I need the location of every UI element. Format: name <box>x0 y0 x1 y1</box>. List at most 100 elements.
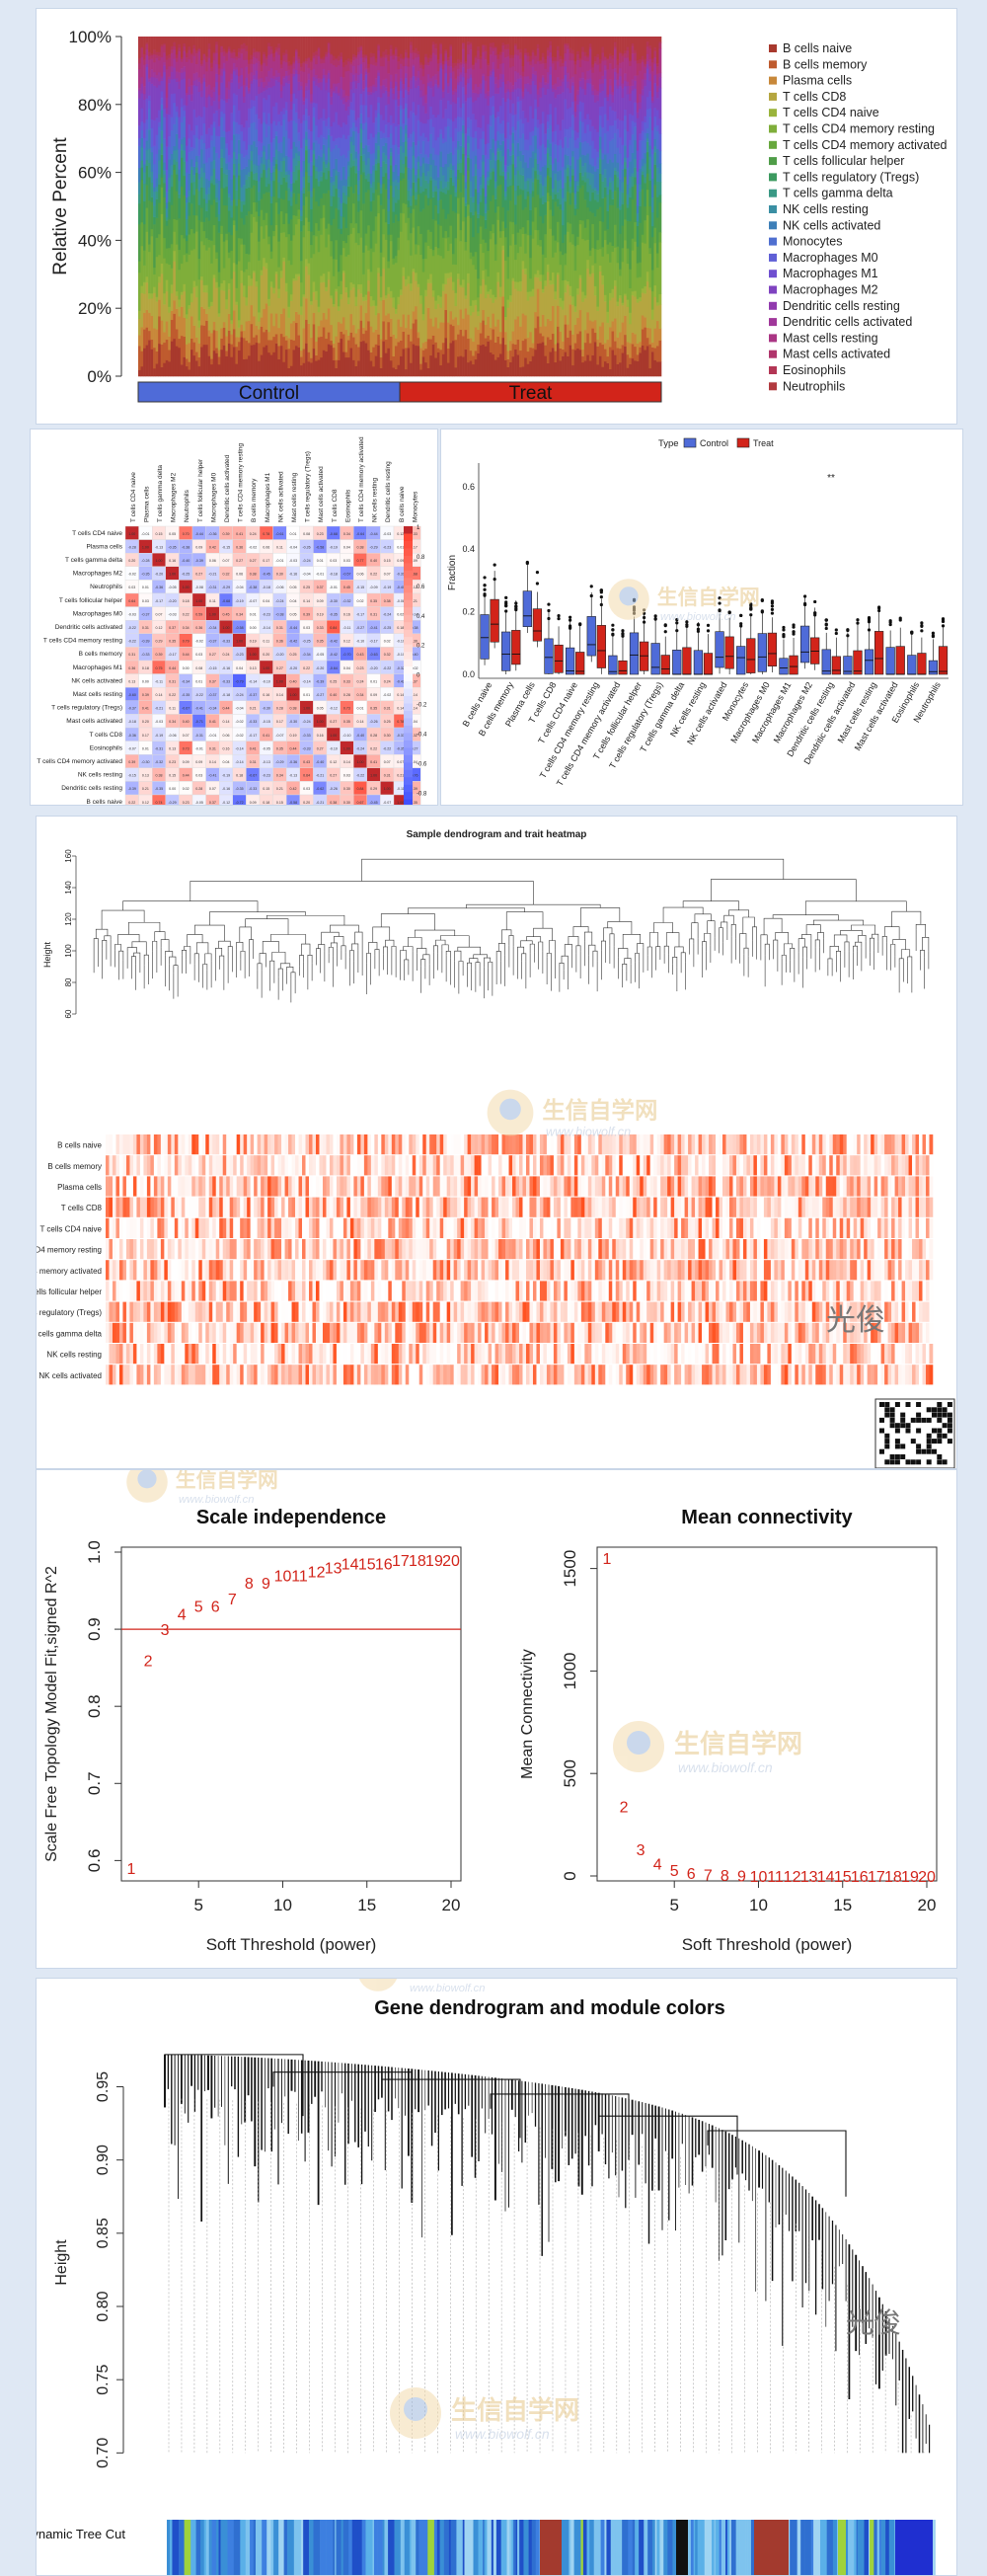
stacked-bar-segment <box>651 37 654 58</box>
corr-col-label: Dendritic cells activated <box>224 454 231 522</box>
stacked-bar-segment <box>609 182 612 190</box>
stacked-bar-segment <box>606 323 609 340</box>
corr-cell-value: -0.09 <box>369 585 377 589</box>
stacked-bar-segment <box>496 206 499 220</box>
stacked-bar-segment <box>397 342 400 365</box>
stacked-bar-segment <box>405 167 408 204</box>
stacked-bar-segment <box>330 341 333 346</box>
stacked-bar-segment <box>315 140 318 159</box>
stacked-bar-segment <box>485 51 488 60</box>
stacked-bars <box>138 37 661 376</box>
stacked-bar-segment <box>148 77 151 79</box>
stacked-bar-segment <box>193 80 196 85</box>
stacked-bar-segment <box>462 87 465 104</box>
stacked-bar-segment <box>218 181 221 200</box>
stacked-bar-segment <box>460 131 463 146</box>
stacked-bar-segment <box>507 351 510 359</box>
stacked-bar-segment <box>178 299 181 307</box>
stacked-bar-segment <box>193 37 196 45</box>
stacked-bar-segment <box>524 273 527 315</box>
stacked-bar-segment <box>330 177 333 183</box>
stacked-bar-segment <box>310 94 313 102</box>
stacked-bar-segment <box>627 94 630 131</box>
stacked-bar-segment <box>462 287 465 319</box>
stacked-bar-segment <box>300 123 303 148</box>
stacked-bar-segment <box>449 311 452 325</box>
stacked-bar-segment <box>340 294 342 299</box>
stacked-bar-segment <box>146 231 149 276</box>
stacked-bar-segment <box>193 148 196 167</box>
corr-cell-value: 0.25 <box>303 585 310 589</box>
stacked-bar-segment <box>410 89 413 112</box>
stacked-bar-segment <box>586 219 589 240</box>
stacked-bar-segment <box>357 195 360 201</box>
stacked-bar-segment <box>656 361 659 376</box>
stacked-bar-segment <box>499 63 502 73</box>
stacked-bar-segment <box>340 255 342 281</box>
stacked-bar-segment <box>263 309 266 333</box>
stacked-bar-segment <box>534 159 537 171</box>
stacked-bar-segment <box>560 180 563 189</box>
legend-swatch <box>769 125 777 133</box>
stacked-bar-segment <box>193 56 196 74</box>
stacked-bar-segment <box>210 306 213 334</box>
stacked-bar-segment <box>355 119 358 126</box>
stacked-bar-segment <box>632 115 635 120</box>
stacked-bar-segment <box>270 46 273 50</box>
stacked-bar-segment <box>569 107 572 126</box>
stacked-bar-segment <box>452 94 455 102</box>
stacked-bar-segment <box>584 155 587 163</box>
stacked-bar-segment <box>569 93 572 108</box>
stacked-bar-segment <box>439 307 442 322</box>
stacked-bar-segment <box>287 138 290 157</box>
stacked-bar-segment <box>496 220 499 273</box>
stacked-bar-segment <box>238 337 241 342</box>
corr-cell-value: -0.40 <box>397 585 405 589</box>
stacked-bar-segment <box>492 354 494 377</box>
stacked-bar-segment <box>313 292 316 313</box>
stacked-bar-segment <box>213 322 216 331</box>
stacked-bar-segment <box>442 175 445 189</box>
stacked-bar-segment <box>385 54 388 58</box>
stacked-bar-segment <box>560 130 563 140</box>
stacked-bar-segment <box>472 256 475 265</box>
stacked-bar-segment <box>457 356 460 376</box>
stacked-bar-segment <box>143 60 146 65</box>
stacked-bar-segment <box>612 297 615 321</box>
stacked-bar-segment <box>266 66 268 77</box>
stacked-bar-segment <box>499 133 502 145</box>
stacked-bar-segment <box>586 57 589 61</box>
stacked-bar-segment <box>193 134 196 148</box>
stacked-bar-segment <box>153 37 156 49</box>
stacked-bar-segment <box>318 137 321 144</box>
stacked-bar-segment <box>340 76 342 88</box>
stacked-bar-segment <box>218 126 221 136</box>
stacked-bar-segment <box>298 156 301 162</box>
stacked-bar-segment <box>599 37 602 59</box>
stacked-bar-segment <box>403 164 406 174</box>
stacked-bar-segment <box>258 60 261 78</box>
stacked-bar-segment <box>612 162 615 181</box>
stacked-bar-segment <box>424 123 427 137</box>
stacked-bar-segment <box>183 255 186 284</box>
stacked-bar-segment <box>571 115 574 130</box>
stacked-bar-segment <box>181 307 184 337</box>
stacked-bar-segment <box>485 213 488 220</box>
stacked-bar-segment <box>462 336 465 356</box>
corr-row-label: B cells memory <box>79 651 123 658</box>
stacked-bar-segment <box>387 261 390 268</box>
stacked-bar-segment <box>228 90 231 100</box>
stacked-bar-segment <box>355 56 358 58</box>
stacked-bar-segment <box>333 348 336 360</box>
stacked-bar-segment <box>138 203 141 224</box>
stacked-bar-segment <box>365 87 368 106</box>
stacked-bar-segment <box>442 138 445 143</box>
stacked-bar-segment <box>256 58 259 63</box>
stacked-bar-segment <box>338 343 341 360</box>
stacked-bar-segment <box>427 339 430 368</box>
stacked-bar-segment <box>400 126 403 146</box>
stacked-bar-segment <box>277 47 280 54</box>
stacked-bar-segment <box>485 229 488 243</box>
stacked-bar-segment <box>360 105 363 114</box>
stacked-bar-segment <box>225 170 228 175</box>
